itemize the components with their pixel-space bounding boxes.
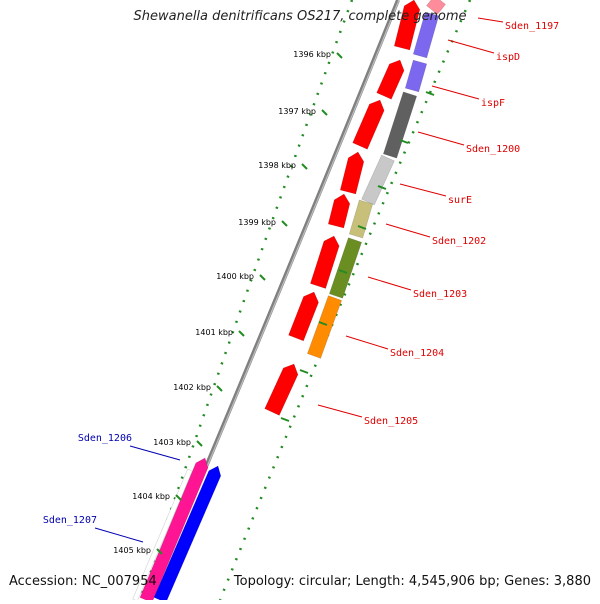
- gene-label-rev-2: Sden_1207: [43, 515, 97, 526]
- gene-bar-1: [426, 0, 446, 15]
- tick-label-6: 1401 kbp: [195, 328, 233, 337]
- tick-label-5: 1400 kbp: [216, 272, 254, 281]
- gene-bar-2: [412, 11, 440, 59]
- gene-label-fwd-7: Sden_1203: [413, 289, 467, 300]
- tick-mark-2: [321, 109, 328, 116]
- tick-mark-10: [156, 548, 163, 555]
- leader-line-fwd-2: [447, 39, 495, 54]
- guide-dotted-outer: [138, 0, 354, 601]
- gene-label-fwd-5: surE: [448, 195, 472, 206]
- cds-red-7: [288, 291, 319, 342]
- tick-mark-1: [336, 52, 343, 59]
- tick-label-2: 1397 kbp: [278, 107, 316, 116]
- tick-mark-8: [196, 440, 203, 447]
- cds-red-4: [339, 151, 365, 195]
- dotted-guides: [138, 0, 472, 601]
- inner-dash-5: [338, 269, 348, 274]
- leader-line-rev-2: [94, 527, 144, 543]
- leader-line-fwd-1: [477, 17, 504, 23]
- tick-label-7: 1402 kbp: [173, 383, 211, 392]
- map-title: Shewanella denitrificans OS217, complete…: [133, 9, 467, 24]
- gene-features: [132, 0, 446, 603]
- gene-bar-8: [307, 295, 342, 359]
- gene-label-rev-1: Sden_1206: [78, 433, 132, 444]
- cds-red-8: [264, 363, 299, 416]
- leader-line-fwd-9: [317, 404, 363, 418]
- inner-dash-2: [399, 139, 409, 144]
- gene-label-fwd-9: Sden_1205: [364, 416, 418, 427]
- gene-bar-7: [328, 237, 363, 299]
- inner-dash-4: [357, 225, 367, 230]
- gene-label-fwd-4: Sden_1200: [466, 144, 520, 155]
- gene-label-fwd-8: Sden_1204: [390, 348, 444, 359]
- leader-line-fwd-5: [399, 183, 447, 197]
- cds-red-2: [376, 59, 405, 100]
- leader-line-fwd-7: [367, 276, 412, 291]
- tick-mark-5: [259, 274, 266, 281]
- leader-line-fwd-4: [417, 131, 465, 146]
- tick-mark-9: [175, 494, 182, 501]
- tick-mark-3: [301, 163, 308, 170]
- cds-red-5: [327, 193, 351, 229]
- tick-mark-7: [216, 385, 223, 392]
- tick-mark-6: [238, 330, 245, 337]
- leader-line-fwd-3: [431, 85, 480, 100]
- tick-label-4: 1399 kbp: [238, 218, 276, 227]
- tick-label-9: 1404 kbp: [132, 492, 170, 501]
- guide-dotted-inner: [218, 0, 472, 601]
- kbp-ticks: 1396 kbp 1397 kbp 1398 kbp 1399 kbp 1400 kbp…: [113, 50, 435, 555]
- accession-text: Accession: NC_007954: [9, 574, 157, 589]
- leader-line-fwd-8: [345, 335, 389, 350]
- gene-label-fwd-1: Sden_1197: [505, 21, 559, 32]
- tick-mark-4: [281, 220, 288, 227]
- gene-labels: Sden_1197 ispD ispF Sden_1200 surE Sden_1202 S…: [43, 17, 559, 543]
- gene-bar-4: [382, 91, 418, 159]
- gene-bar-6: [348, 199, 374, 239]
- tick-label-10: 1405 kbp: [113, 546, 151, 555]
- inner-dash-6: [318, 321, 328, 326]
- gene-bar-5: [361, 154, 395, 206]
- gene-label-fwd-3: ispF: [481, 98, 505, 109]
- cds-red-3: [352, 99, 385, 150]
- tick-label-8: 1403 kbp: [153, 438, 191, 447]
- tick-label-1: 1396 kbp: [293, 50, 331, 59]
- inner-dash-3: [377, 185, 387, 190]
- tick-label-3: 1398 kbp: [258, 161, 296, 170]
- inner-dash-1: [425, 91, 435, 96]
- gene-label-fwd-2: ispD: [496, 52, 520, 63]
- inner-dash-8: [280, 417, 290, 422]
- gene-label-fwd-6: Sden_1202: [432, 236, 486, 247]
- leader-line-fwd-6: [385, 223, 431, 238]
- cds-red-1: [393, 0, 421, 51]
- gene-bar-3: [404, 59, 428, 93]
- cds-red-6: [310, 235, 340, 289]
- genome-summary-text: Topology: circular; Length: 4,545,906 bp…: [233, 574, 591, 589]
- inner-dash-7: [299, 369, 309, 374]
- leader-line-rev-1: [129, 445, 181, 461]
